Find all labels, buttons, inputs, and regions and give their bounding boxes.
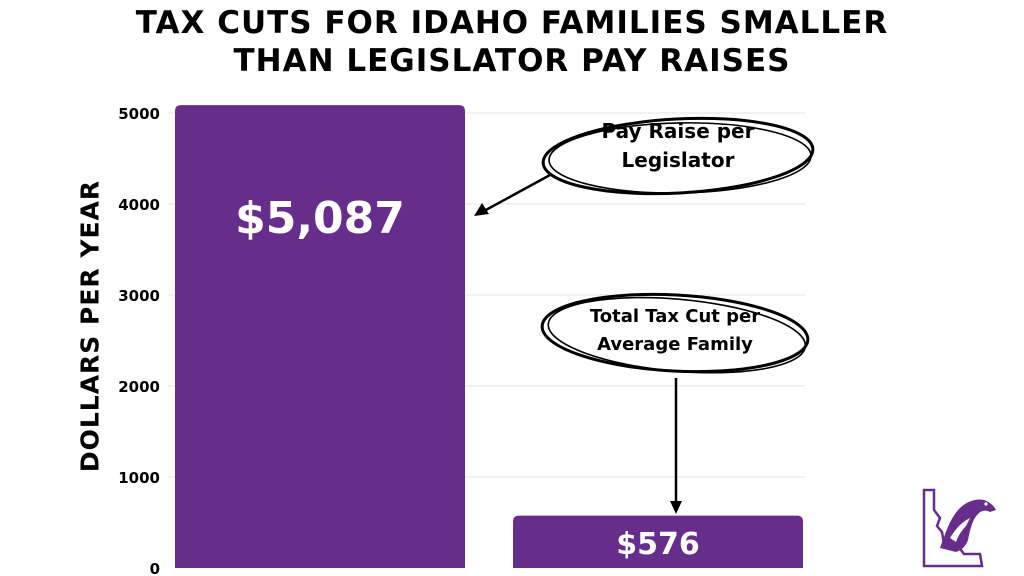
chart-title: TAX CUTS FOR IDAHO FAMILIES SMALLER THAN…	[0, 4, 1024, 80]
idaho-state-eagle-logo-icon	[922, 488, 996, 568]
annotation-text: Total Tax Cut per	[590, 306, 760, 327]
annotation-text: Pay Raise per	[602, 119, 755, 143]
arrowhead	[670, 501, 682, 514]
bar	[175, 105, 465, 568]
y-tick-label: 1000	[118, 469, 160, 487]
y-tick-label: 3000	[118, 287, 160, 305]
y-tick-label: 2000	[118, 378, 160, 396]
data-label: $5,087	[235, 193, 405, 244]
y-tick-label: 5000	[118, 105, 160, 123]
arrowhead	[474, 203, 489, 216]
annotation-bubble	[540, 292, 810, 374]
annotation-bubble-outline	[548, 122, 812, 194]
y-tick-label: 0	[150, 560, 160, 576]
annotation-arrow	[483, 173, 551, 213]
chart-title-line-1: TAX CUTS FOR IDAHO FAMILIES SMALLER	[135, 5, 889, 41]
bar	[513, 515, 803, 568]
annotation-bubble-outline	[547, 296, 807, 374]
data-label: $576	[616, 527, 700, 562]
chart-title-line-2: THAN LEGISLATOR PAY RAISES	[233, 43, 791, 79]
annotation-text: Average Family	[597, 334, 753, 355]
y-tick-label: 4000	[118, 196, 160, 214]
annotation-text: Legislator	[622, 148, 735, 172]
